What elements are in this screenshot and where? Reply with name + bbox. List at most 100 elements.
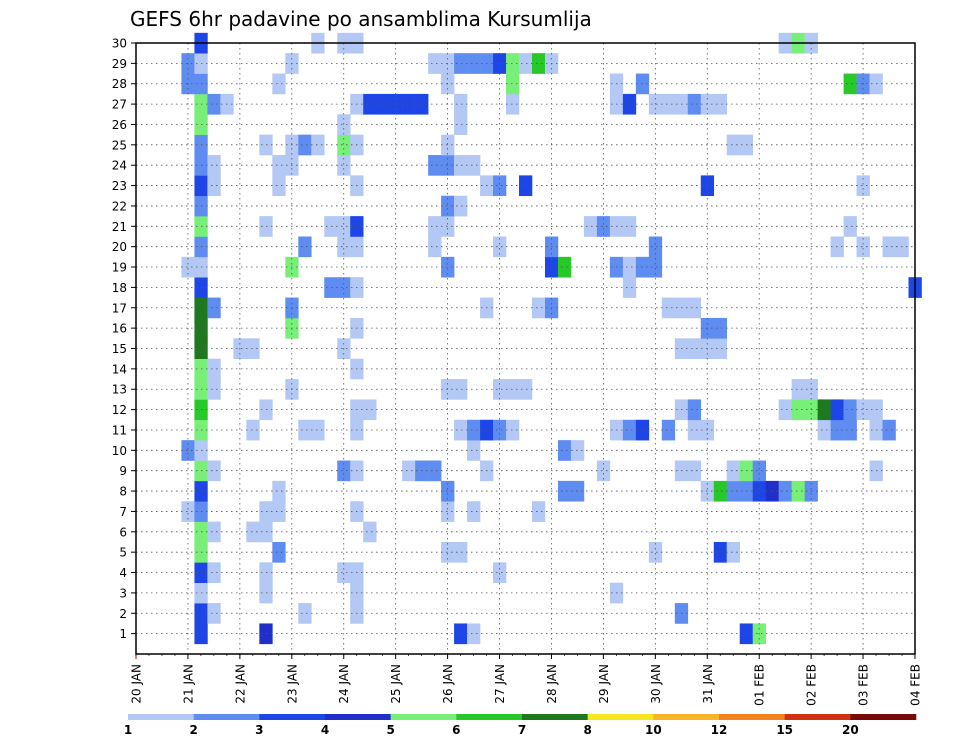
heatmap-cell — [687, 93, 702, 115]
heatmap-cell — [843, 399, 857, 421]
heatmap-cell — [207, 379, 221, 400]
y-tick-label: 2 — [119, 607, 127, 621]
heatmap-cell — [713, 541, 728, 563]
heatmap-cell — [246, 338, 260, 359]
heatmap-cell — [778, 399, 792, 421]
heatmap-cell — [752, 460, 766, 482]
heatmap-cell — [259, 216, 273, 237]
heatmap-cell — [428, 236, 442, 258]
heatmap-cell — [622, 277, 637, 298]
heatmap-cell — [311, 419, 325, 441]
heatmap-cell — [856, 399, 870, 421]
heatmap-cell — [661, 297, 676, 319]
heatmap-cell — [259, 623, 273, 645]
heatmap-cell — [272, 175, 286, 197]
heatmap-cell — [622, 419, 637, 441]
heatmap-cell — [259, 399, 273, 421]
y-tick-label: 24 — [112, 159, 127, 173]
heatmap-cell — [441, 256, 455, 278]
heatmap-cell — [246, 521, 260, 543]
y-tick-label: 6 — [119, 525, 127, 539]
heatmap-cell — [467, 623, 481, 645]
heatmap-cell — [817, 399, 831, 421]
heatmap-cell — [207, 562, 221, 584]
heatmap-cell — [337, 460, 351, 482]
colorbar-swatch — [653, 714, 720, 720]
heatmap-cell — [259, 521, 273, 543]
colorbar: 1 2 3 4 5 6 7 8 10 12 15 20 — [124, 714, 917, 737]
heatmap-cell — [726, 541, 741, 563]
colorbar-label: 5 — [386, 723, 394, 737]
heatmap-cell — [493, 562, 507, 584]
y-tick-label: 20 — [112, 240, 127, 254]
x-tick-label: 25 JAN — [389, 664, 403, 704]
heatmap-cell — [207, 603, 221, 624]
heatmap-cell — [454, 195, 468, 217]
heatmap-cell — [207, 175, 221, 197]
heatmap-cell — [506, 419, 520, 441]
heatmap-cell — [246, 419, 260, 441]
heatmap-cell — [207, 155, 221, 176]
colorbar-label: 8 — [583, 723, 591, 737]
colorbar-label: 3 — [255, 723, 263, 737]
colorbar-swatch — [259, 714, 326, 720]
heatmap-cell — [428, 155, 442, 176]
heatmap-cell — [661, 419, 676, 441]
heatmap-cell — [531, 297, 546, 319]
heatmap-cell — [791, 480, 805, 502]
colorbar-swatch — [850, 714, 917, 720]
heatmap-cell — [519, 53, 533, 74]
x-tick-label: 26 JAN — [441, 664, 455, 704]
y-tick-label: 10 — [112, 444, 127, 458]
heatmap-cell — [181, 501, 195, 522]
heatmap-cell — [207, 297, 221, 319]
heatmap-cell — [454, 93, 468, 115]
chart-title: GEFS 6hr padavine po ansamblima Kursumli… — [130, 7, 592, 31]
heatmap-cell — [557, 256, 572, 278]
heatmap-cell — [519, 175, 533, 197]
y-axis: 1234567891011121314151617181920212223242… — [112, 37, 136, 641]
y-tick-label: 13 — [112, 383, 127, 397]
heatmap-cell — [519, 379, 533, 400]
y-tick-label: 11 — [112, 423, 127, 437]
heatmap-cell — [454, 623, 468, 645]
colorbar-swatch — [193, 714, 260, 720]
y-tick-label: 16 — [112, 322, 127, 336]
heatmap-cell — [441, 155, 455, 176]
heatmap-cell — [181, 256, 195, 278]
heatmap-cell — [570, 440, 585, 461]
heatmap-cell — [402, 460, 416, 482]
heatmap-cell — [454, 155, 468, 176]
heatmap-cell — [687, 460, 702, 482]
heatmap-cell — [493, 236, 507, 258]
heatmap-cell — [207, 93, 221, 115]
x-tick-label: 24 JAN — [337, 664, 351, 704]
y-tick-label: 14 — [112, 362, 127, 376]
heatmap-cell — [622, 93, 637, 115]
colorbar-swatch — [784, 714, 851, 720]
heatmap-cell — [726, 480, 741, 502]
x-tick-label: 29 JAN — [597, 664, 611, 704]
heatmap-cell — [648, 256, 663, 278]
x-tick-label: 03 FEB — [857, 664, 871, 706]
y-tick-label: 27 — [112, 98, 127, 112]
heatmap-cell — [843, 419, 857, 441]
heatmap-cell — [272, 501, 286, 522]
y-tick-label: 8 — [119, 485, 127, 499]
y-tick-label: 7 — [119, 505, 127, 519]
y-tick-label: 5 — [119, 546, 127, 560]
heatmap-cell — [557, 480, 572, 502]
heatmap-cell — [311, 134, 325, 156]
colorbar-swatch — [325, 714, 391, 720]
colorbar-swatch — [587, 714, 654, 720]
heatmap-cell — [687, 338, 702, 359]
heatmap-cell — [648, 236, 663, 258]
heatmap-cell — [882, 419, 896, 441]
colorbar-swatch — [456, 714, 523, 720]
y-tick-label: 17 — [112, 301, 127, 315]
heatmap-cell — [441, 501, 455, 522]
heatmap-cell — [661, 93, 676, 115]
colorbar-swatch — [719, 714, 785, 720]
heatmap-cell — [791, 399, 805, 421]
